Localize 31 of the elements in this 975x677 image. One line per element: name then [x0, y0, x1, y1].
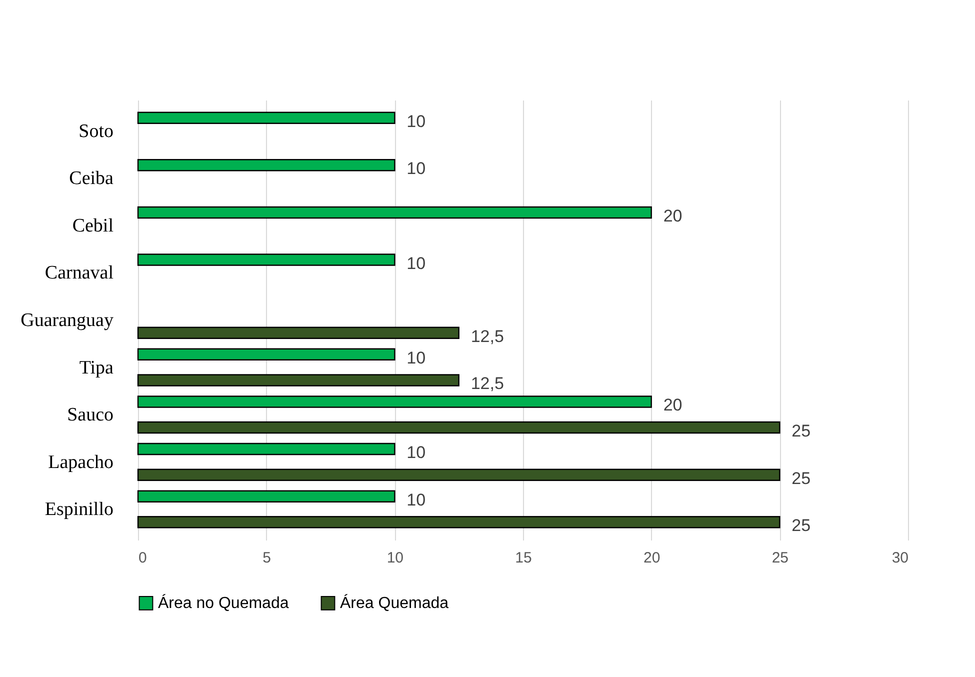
y-tick-label: Espinillo: [44, 499, 114, 520]
data-label: 25: [792, 468, 811, 488]
y-tick-label: Tipa: [79, 357, 114, 378]
y-tick-label: Cebil: [72, 215, 114, 236]
y-tick-label: Guaranguay: [20, 310, 114, 331]
data-label: 10: [406, 490, 426, 510]
data-label: 25: [792, 516, 811, 536]
data-label: 10: [406, 254, 426, 273]
x-tick-label: 30: [892, 550, 908, 566]
data-label: 12,5: [470, 326, 504, 346]
data-label: 20: [663, 206, 682, 226]
data-label: 10: [406, 112, 426, 131]
x-tick-label: 5: [262, 550, 272, 566]
x-tick-label: 10: [386, 550, 404, 566]
y-tick-label: Ceiba: [69, 168, 114, 190]
legend-label: Área Quemada: [340, 594, 449, 612]
x-tick-label: 25: [772, 550, 789, 566]
x-tick-label: 0: [138, 550, 147, 566]
x-tick-label: 20: [643, 550, 660, 566]
y-tick-label: Lapacho: [48, 452, 114, 473]
x-tick-label: 15: [515, 550, 532, 566]
data-label: 10: [406, 443, 426, 462]
legend-label: Área no Quemada: [158, 594, 289, 612]
data-label: 10: [406, 159, 426, 178]
data-label: 10: [406, 348, 426, 368]
y-tick-label: Carnaval: [44, 262, 114, 284]
data-label: 20: [663, 396, 682, 415]
y-tick-label: Sauco: [67, 404, 114, 426]
data-label: 12,5: [470, 374, 504, 394]
data-label: 25: [792, 422, 811, 441]
y-tick-label: Soto: [78, 120, 114, 142]
